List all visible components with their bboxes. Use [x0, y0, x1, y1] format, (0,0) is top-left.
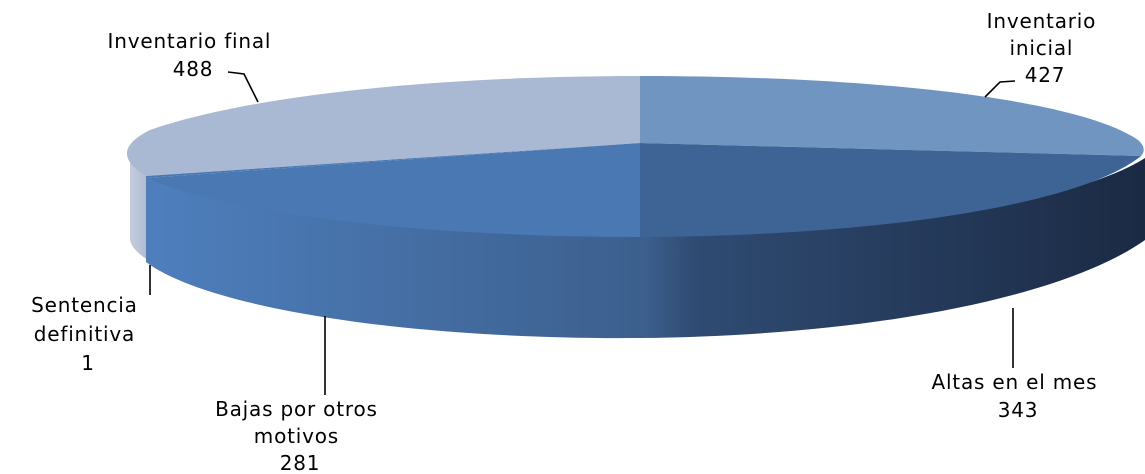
- label-bajas-por-otros-motivos: Bajas por otros motivos 281: [215, 397, 385, 474]
- label-inventario-final: Inventario final 488: [108, 29, 279, 81]
- slice-inventario-final: [126, 76, 640, 176]
- pie-top: [126, 76, 1144, 237]
- label-inventario-inicial: Inventario inicial 427: [987, 9, 1104, 87]
- pie-side-wall: [146, 158, 1145, 339]
- leader-inventario-inicial: [984, 80, 1016, 98]
- data-labels: Inventario inicial 427 Inventario final …: [31, 9, 1104, 474]
- slice-bajas-por-otros-motivos: [146, 143, 640, 237]
- label-sentencia-definitiva: Sentencia definitiva 1: [31, 293, 145, 375]
- pie-side-left-light: [130, 155, 148, 260]
- slice-sentencia-definitiva: [146, 143, 640, 178]
- leader-lines: [149, 71, 1016, 395]
- slice-altas-en-el-mes: [640, 143, 1141, 237]
- pie-side: [130, 155, 1145, 339]
- leader-inventario-final: [227, 71, 259, 103]
- slice-inventario-inicial: [640, 76, 1144, 156]
- label-altas-en-el-mes: Altas en el mes 343: [931, 370, 1104, 422]
